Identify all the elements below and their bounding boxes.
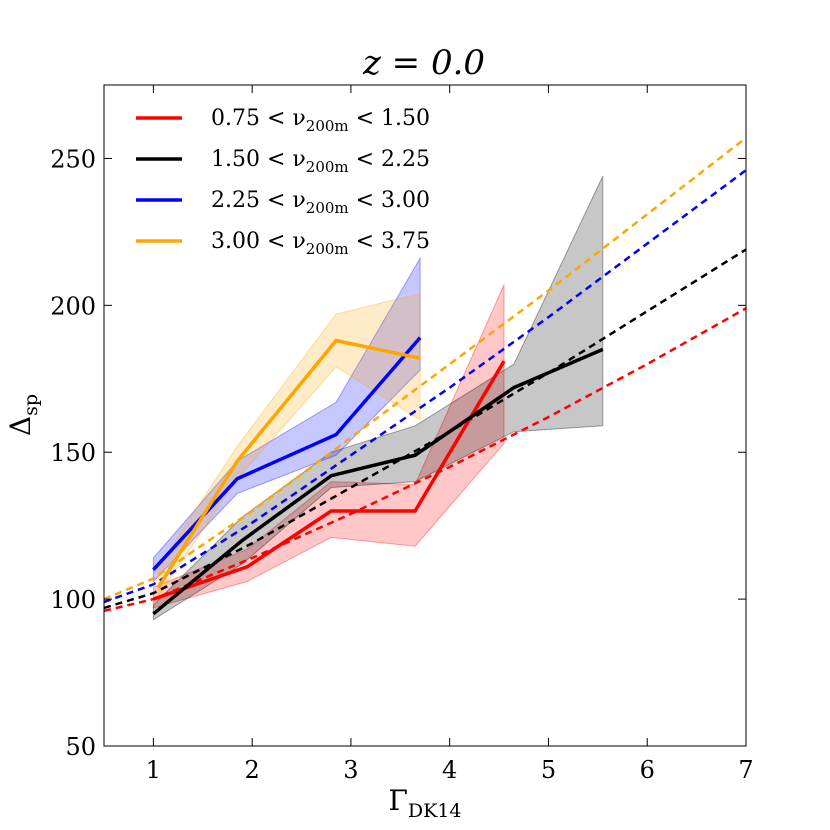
legend-item-1: 1.50 < ν200m < 2.25: [136, 147, 430, 176]
fit-line-series-1: [104, 248, 746, 610]
axis-label-text: ΓDK14: [388, 784, 461, 822]
legend: 0.75 < ν200m < 1.50 1.50 < ν200m < 2.25 2.…: [136, 106, 430, 258]
x-axis-label: ΓDK14: [388, 784, 461, 822]
legend-label: 1.50 < ν200m < 2.25: [211, 147, 430, 176]
axes-frame: [103, 84, 747, 747]
chart-title: z = 0.0: [362, 43, 485, 83]
x-tick-label: 2: [245, 756, 260, 784]
legend-label: 3.00 < ν200m < 3.75: [211, 229, 430, 258]
legend-label: 0.75 < ν200m < 1.50: [211, 106, 430, 135]
data-line-series-0: [152, 360, 506, 601]
x-tick-label: 4: [442, 756, 457, 784]
y-tick-label: 50: [65, 733, 96, 761]
x-tick-label: 7: [738, 756, 753, 784]
x-tick-label: 6: [640, 756, 655, 784]
band-series-3: [157, 292, 421, 598]
band-series-0: [152, 284, 505, 609]
data-line-series-1: [152, 347, 604, 616]
x-tick-label: 5: [541, 756, 556, 784]
legend-item-2: 2.25 < ν200m < 3.00: [136, 188, 430, 217]
legend-item-0: 0.75 < ν200m < 1.50: [136, 106, 430, 135]
x-tick-label: 3: [343, 756, 358, 784]
y-tick-label: 250: [50, 145, 96, 173]
y-tick-label: 200: [50, 292, 96, 320]
data-line-series-2: [152, 336, 422, 571]
fit-line-series-2: [104, 169, 746, 604]
axis-ticks: 1 2 3 4 5 6 7 50 100 150 200 250: [50, 85, 754, 784]
band-series-1: [152, 175, 604, 621]
y-tick-label: 150: [50, 439, 96, 467]
axis-label-text: Δsp: [4, 394, 42, 436]
y-tick-label: 100: [50, 586, 96, 614]
plot-area: [104, 136, 746, 621]
x-tick-label: 1: [146, 756, 161, 784]
legend-item-3: 3.00 < ν200m < 3.75: [136, 229, 430, 258]
y-axis-label: Δsp: [4, 394, 42, 436]
data-line-series-3: [156, 338, 421, 589]
fit-line-series-0: [104, 307, 746, 613]
legend-label: 2.25 < ν200m < 3.00: [211, 188, 430, 217]
